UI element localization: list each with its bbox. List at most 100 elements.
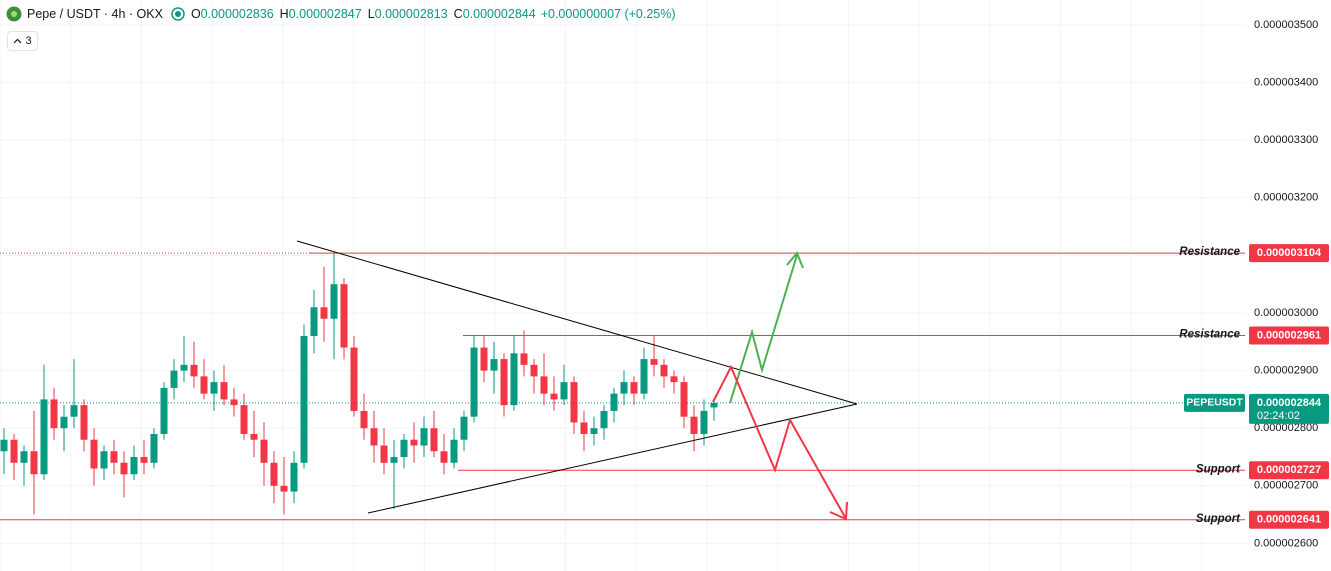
candle-body — [180, 364, 188, 371]
price-tag-label: 0.000002844 — [1257, 397, 1322, 409]
ohlc-label: O — [190, 7, 201, 21]
price-tag-label: 0.000002641 — [1257, 514, 1321, 526]
candle-body — [90, 439, 98, 469]
candle-body — [660, 364, 668, 377]
symbol-tag-label: PEPEUSDT — [1186, 397, 1243, 409]
candle-body — [170, 370, 178, 388]
candle-body — [260, 439, 268, 463]
price-tag-label: 0.000002961 — [1257, 329, 1321, 341]
bull-path — [729, 254, 798, 404]
symbol-tag — [1184, 393, 1245, 412]
price-tag — [1249, 326, 1329, 345]
candle-body — [420, 428, 428, 446]
candle-body — [650, 359, 658, 365]
candle-body — [210, 382, 218, 394]
candle-body — [190, 364, 198, 377]
candle-body — [220, 382, 228, 400]
y-tick-label: 0.000002800 — [1254, 422, 1318, 434]
ohlc-value: 0.000002813 — [374, 7, 448, 21]
symbol-title: Pepe / USDT · 4h · OKX — [27, 7, 163, 21]
y-tick-label: 0.000003400 — [1254, 77, 1318, 89]
chevron — [14, 38, 22, 43]
candle-body — [480, 347, 488, 371]
candle-body — [600, 410, 608, 429]
change: +0.000000007 (+0.25%) — [540, 7, 676, 21]
countdown: 02:24:02 — [1257, 410, 1300, 422]
candle-body — [460, 416, 468, 440]
candle-body — [490, 359, 498, 371]
ohlc-label: H — [279, 7, 289, 21]
candle-body — [390, 457, 398, 463]
candle-body — [640, 359, 648, 394]
candle-body — [280, 485, 288, 492]
candle-body — [80, 405, 88, 440]
levels: Resistance Resistance Support Support — [0, 246, 1245, 525]
price-tag — [1249, 393, 1329, 424]
candle-body — [400, 439, 408, 458]
ohlc-value: 0.000002847 — [288, 7, 362, 21]
y-tick-label: 0.000002600 — [1254, 537, 1318, 549]
grid — [0, 0, 1245, 571]
candle-body — [570, 382, 578, 423]
candle-body — [430, 428, 438, 452]
candle-body — [160, 387, 168, 434]
price-tag-label: 0.000003104 — [1257, 247, 1322, 259]
candle-body — [680, 382, 688, 417]
price-tags: 0.000003104 0.000002961 0.000002727 0.00000… — [1184, 244, 1329, 529]
ohlc-value: 0.000002844 — [462, 7, 536, 21]
price-axis: 0.000003500 0.000003400 0.000003300 0.00000… — [1254, 19, 1318, 549]
candle-body — [140, 457, 148, 463]
candle-body — [630, 382, 638, 394]
candle-body — [370, 428, 378, 446]
candle-body — [330, 284, 338, 319]
candle-body — [590, 428, 598, 434]
candle-body — [70, 405, 78, 417]
candle-body — [620, 382, 628, 394]
level-name: Support — [1196, 513, 1241, 525]
indicators-toggle[interactable]: 3 — [7, 31, 38, 51]
candle-body — [110, 451, 118, 463]
candle-body — [710, 402, 718, 408]
candle-body — [50, 399, 58, 429]
candle-body — [560, 382, 568, 400]
arrow-head — [829, 501, 848, 521]
candle-body — [530, 364, 538, 377]
candles — [0, 253, 718, 515]
trend-line — [367, 403, 858, 514]
y-tick-label: 0.000003500 — [1254, 19, 1318, 31]
candle-body — [540, 376, 548, 394]
candle-body — [440, 451, 448, 463]
candle-body — [500, 359, 508, 406]
trend-line — [296, 240, 858, 405]
candle-body — [670, 376, 678, 383]
y-tick-label: 0.000003000 — [1254, 307, 1318, 319]
candle-body — [350, 347, 358, 411]
legend-header: Pepe / USDT · 4h · OKX O0.000002836 H0.00… — [6, 6, 676, 22]
y-tick-label: 0.000002900 — [1254, 365, 1318, 377]
candle-body — [250, 433, 258, 440]
y-tick-label: 0.000003200 — [1254, 192, 1318, 204]
candle-body — [310, 307, 318, 337]
candle-body — [450, 439, 458, 463]
candle-body — [550, 393, 558, 400]
candle-body — [120, 462, 128, 475]
ohlc-label: C — [453, 7, 463, 21]
candle-body — [200, 376, 208, 394]
candle-body — [300, 336, 308, 463]
candle-body — [30, 451, 38, 475]
candle-body — [360, 410, 368, 429]
y-tick-label: 0.000002700 — [1254, 480, 1318, 492]
symbol-icon — [6, 6, 22, 22]
candle-body — [0, 439, 8, 452]
bear-path — [712, 364, 846, 518]
candle-body — [610, 393, 618, 411]
candle-body — [150, 433, 158, 463]
ohlc-value: 0.000002836 — [200, 7, 274, 21]
ohlc: O0.000002836 H0.000002847 L0.000002813 C0.0… — [191, 7, 536, 21]
candle-body — [130, 457, 138, 475]
ohlc-label: L — [367, 7, 375, 21]
price-tag — [1249, 244, 1329, 263]
indicator-count: 3 — [25, 35, 32, 47]
